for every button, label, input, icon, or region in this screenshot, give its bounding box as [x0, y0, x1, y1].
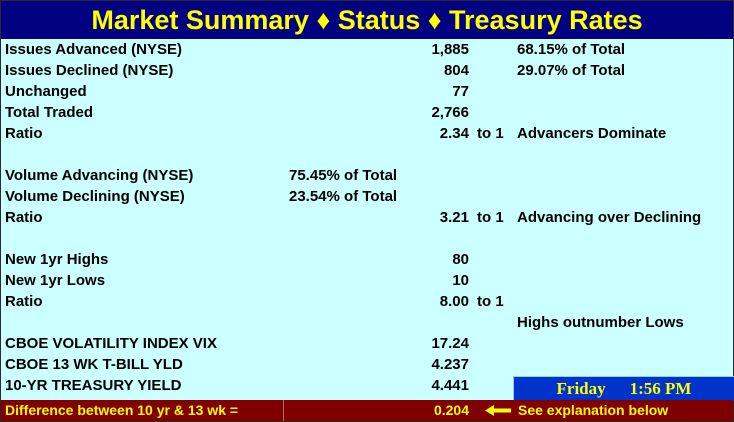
row-percent: 75.45% of Total: [289, 167, 398, 184]
footer-divider: [283, 400, 284, 421]
row-note: 68.15% of Total: [517, 41, 626, 58]
row-percent: 23.54% of Total: [289, 188, 398, 205]
summary-table: Issues Advanced (NYSE) 1,885 68.15% of Tot…: [1, 39, 733, 396]
row-label: Unchanged: [5, 83, 87, 100]
row-label: Total Traded: [5, 104, 94, 121]
time-label: 1:56 PM: [629, 379, 692, 398]
row-label: Volume Declining (NYSE): [5, 188, 185, 205]
explanation-link[interactable]: See explanation below: [518, 402, 669, 418]
row-note: Advancers Dominate: [517, 125, 667, 142]
table-row: [1, 228, 733, 249]
table-row: Ratio 2.34 to 1 Advancers Dominate: [1, 123, 733, 144]
row-value: 4.237: [431, 356, 469, 373]
row-value: 77: [452, 83, 469, 100]
row-value: 2.34: [439, 125, 469, 142]
table-row: 10-YR TREASURY YIELD 4.441: [1, 375, 733, 396]
row-value: 17.24: [431, 335, 469, 352]
row-note: Advancing over Declining: [517, 209, 702, 226]
row-ratio-suffix: to 1: [477, 125, 504, 142]
row-label: Ratio: [5, 209, 43, 226]
row-label: New 1yr Highs: [5, 251, 109, 268]
row-value: 1,885: [431, 41, 469, 58]
row-label: Issues Advanced (NYSE): [5, 41, 183, 58]
row-label: CBOE VOLATILITY INDEX VIX: [5, 335, 217, 352]
row-value: 80: [452, 251, 469, 268]
day-time-status: Friday 1:56 PM: [513, 376, 734, 401]
page-title: Market Summary ♦ Status ♦ Treasury Rates: [1, 1, 733, 39]
row-note: 29.07% of Total: [517, 62, 626, 79]
row-ratio-suffix: to 1: [477, 293, 504, 310]
table-row: CBOE 13 WK T-BILL YLD 4.237: [1, 354, 733, 375]
difference-label: Difference between 10 yr & 13 wk =: [5, 402, 239, 418]
row-note: Highs outnumber Lows: [517, 314, 684, 331]
table-row: Ratio 3.21 to 1 Advancing over Declining: [1, 207, 733, 228]
row-value: 3.21: [439, 209, 469, 226]
row-ratio-suffix: to 1: [477, 209, 504, 226]
table-row: New 1yr Highs 80: [1, 249, 733, 270]
row-value: 10: [452, 272, 469, 289]
row-value: 2,766: [431, 104, 469, 121]
row-label: New 1yr Lows: [5, 272, 106, 289]
table-row: Ratio 8.00 to 1: [1, 291, 733, 312]
table-row: Volume Advancing (NYSE) 75.45% of Total: [1, 165, 733, 186]
table-row: Highs outnumber Lows: [1, 312, 733, 333]
table-row: Issues Advanced (NYSE) 1,885 68.15% of Tot…: [1, 39, 733, 60]
row-label: Ratio: [5, 293, 43, 310]
day-label: Friday: [556, 379, 606, 398]
row-label: 10-YR TREASURY YIELD: [5, 377, 182, 394]
footer-bar: Difference between 10 yr & 13 wk = 0.204…: [1, 400, 733, 421]
row-label: Ratio: [5, 125, 43, 142]
left-arrow-icon: [485, 405, 511, 416]
row-label: Issues Declined (NYSE): [5, 62, 174, 79]
difference-value: 0.204: [433, 402, 469, 418]
table-row: New 1yr Lows 10: [1, 270, 733, 291]
row-value: 4.441: [431, 377, 469, 394]
table-row: Volume Declining (NYSE) 23.54% of Total: [1, 186, 733, 207]
row-value: 804: [443, 62, 469, 79]
table-row: CBOE VOLATILITY INDEX VIX 17.24: [1, 333, 733, 354]
table-row: Issues Declined (NYSE) 804 29.07% of Total: [1, 60, 733, 81]
table-row: Total Traded 2,766: [1, 102, 733, 123]
table-row: [1, 144, 733, 165]
table-row: Unchanged 77: [1, 81, 733, 102]
row-label: Volume Advancing (NYSE): [5, 167, 194, 184]
row-label: CBOE 13 WK T-BILL YLD: [5, 356, 183, 373]
row-value: 8.00: [439, 293, 469, 310]
